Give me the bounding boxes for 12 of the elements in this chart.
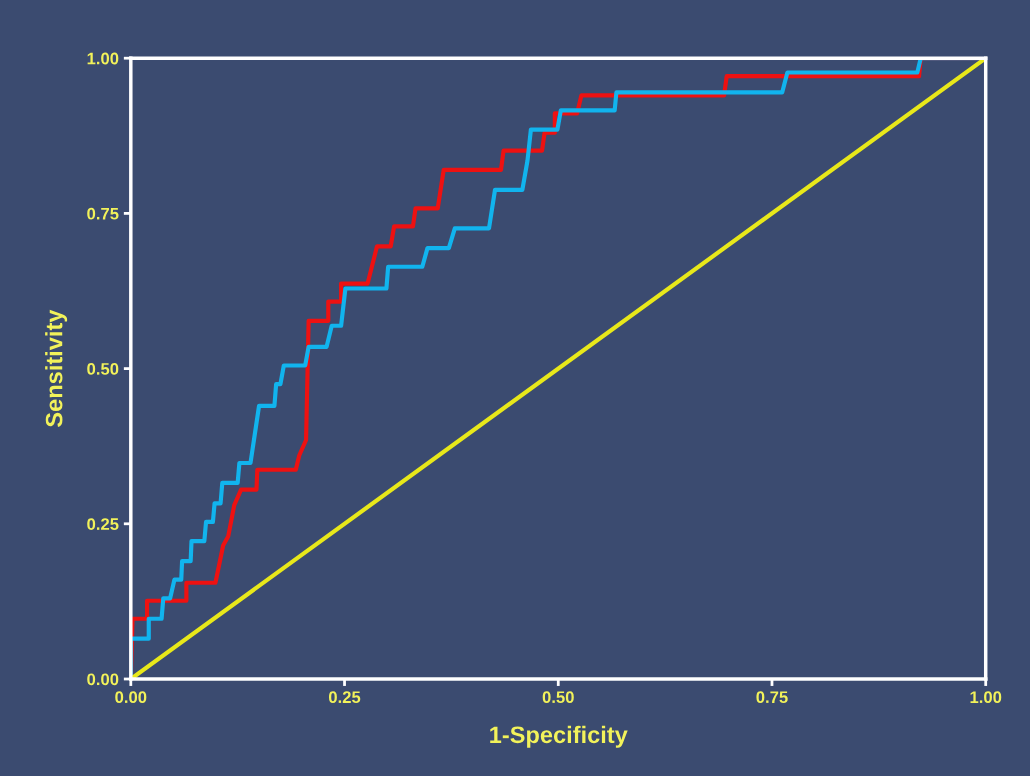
x-tick-label: 0.00 — [115, 691, 147, 704]
y-tick-label: 0.00 — [87, 673, 119, 686]
y-axis-title: Sensitivity — [45, 309, 68, 427]
x-axis-title: 1-Specificity — [490, 725, 628, 748]
x-tick-label: 0.75 — [756, 691, 788, 704]
y-tick-label: 0.25 — [87, 518, 119, 530]
y-tick-label: 0.75 — [87, 207, 119, 220]
y-tick-label: 0.50 — [87, 363, 119, 375]
x-tick-label: 0.25 — [328, 691, 361, 704]
x-tick-label: 0.50 — [542, 691, 574, 704]
x-tick-label: 1.00 — [970, 691, 1002, 704]
y-tick-label: 1.00 — [87, 52, 119, 65]
